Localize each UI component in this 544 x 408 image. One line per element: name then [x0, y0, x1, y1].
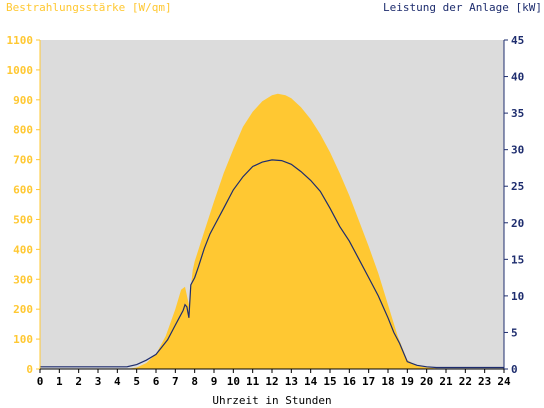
x-tick-label: 23 — [478, 375, 491, 388]
x-tick-label: 11 — [246, 375, 260, 388]
left-tick-label: 700 — [13, 154, 33, 167]
right-tick-label: 15 — [511, 253, 524, 266]
right-tick-label: 35 — [511, 107, 524, 120]
x-tick-label: 17 — [362, 375, 375, 388]
left-tick-label: 600 — [13, 184, 33, 197]
x-tick-label: 5 — [133, 375, 140, 388]
left-tick-label: 300 — [13, 273, 33, 286]
left-tick-label: 1000 — [7, 64, 34, 77]
right-tick-label: 30 — [511, 144, 524, 157]
left-tick-label: 1100 — [7, 34, 34, 47]
x-tick-label: 18 — [381, 375, 394, 388]
x-tick-label: 13 — [285, 375, 298, 388]
right-tick-label: 10 — [511, 290, 524, 303]
x-tick-label: 1 — [56, 375, 63, 388]
x-tick-label: 19 — [401, 375, 414, 388]
ticks-layer: 0100200300400500600700800900100011000510… — [7, 34, 525, 388]
x-tick-label: 21 — [439, 375, 453, 388]
x-tick-label: 24 — [497, 375, 511, 388]
x-tick-label: 12 — [265, 375, 278, 388]
right-tick-label: 45 — [511, 34, 524, 47]
x-axis-title: Uhrzeit in Stunden — [212, 394, 332, 407]
left-tick-label: 0 — [26, 363, 33, 376]
right-tick-label: 5 — [511, 326, 518, 339]
left-tick-label: 900 — [13, 94, 33, 107]
left-tick-label: 400 — [13, 243, 33, 256]
x-tick-label: 15 — [323, 375, 336, 388]
x-tick-label: 10 — [227, 375, 240, 388]
right-tick-label: 20 — [511, 217, 524, 230]
x-tick-label: 7 — [172, 375, 179, 388]
x-tick-label: 3 — [95, 375, 102, 388]
right-tick-label: 25 — [511, 180, 524, 193]
right-tick-label: 40 — [511, 71, 524, 84]
x-tick-label: 4 — [114, 375, 121, 388]
x-tick-label: 20 — [420, 375, 433, 388]
x-tick-label: 2 — [75, 375, 82, 388]
left-tick-label: 800 — [13, 124, 33, 137]
left-axis-title: Bestrahlungsstärke [W/qm] — [6, 1, 172, 14]
left-tick-label: 500 — [13, 213, 33, 226]
x-tick-label: 16 — [343, 375, 357, 388]
right-axis-title: Leistung der Anlage [kW] — [383, 1, 542, 14]
x-tick-label: 14 — [304, 375, 318, 388]
x-tick-label: 8 — [191, 375, 198, 388]
series-layer — [40, 93, 504, 370]
x-tick-label: 6 — [153, 375, 160, 388]
power-line — [40, 159, 504, 369]
right-tick-label: 0 — [511, 363, 518, 376]
x-tick-label: 9 — [211, 375, 218, 388]
left-tick-label: 200 — [13, 303, 33, 316]
x-tick-label: 22 — [459, 375, 472, 388]
left-tick-label: 100 — [13, 333, 33, 346]
x-tick-label: 0 — [37, 375, 44, 388]
irradiance-area — [40, 93, 504, 370]
